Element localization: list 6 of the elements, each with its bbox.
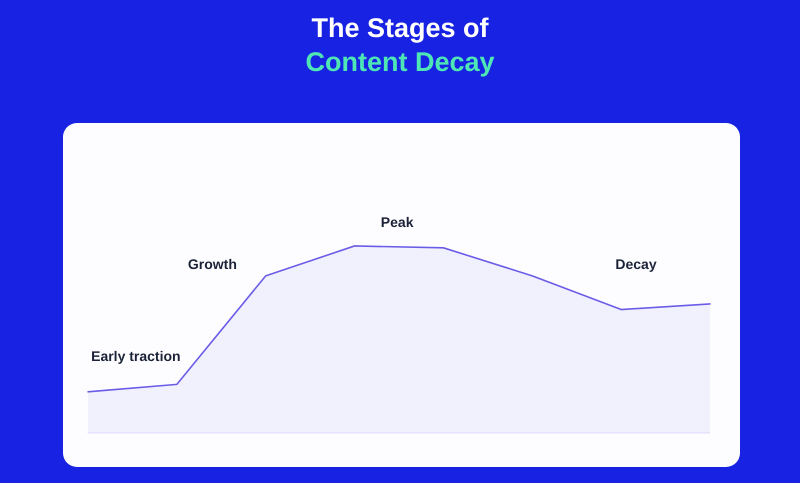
chart-subtitle: Content Decay — [304, 46, 496, 79]
annotation: Decay — [615, 256, 657, 272]
annotation: Growth — [188, 256, 237, 272]
annotation: Early traction — [91, 348, 181, 364]
text: Peak — [380, 214, 414, 230]
chart-title: The Stages of — [310, 12, 490, 45]
